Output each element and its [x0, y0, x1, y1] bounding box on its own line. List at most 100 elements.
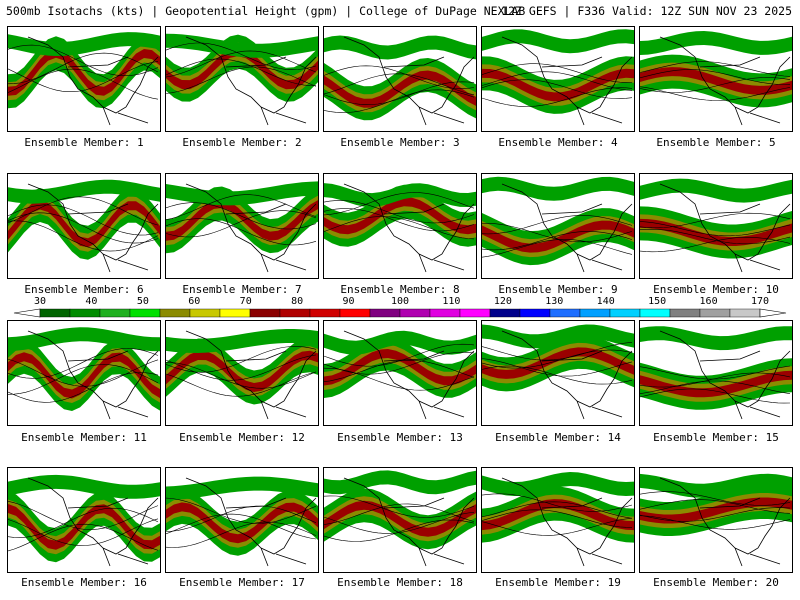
coastline-outline — [343, 477, 475, 567]
map-header: 500mb Isotachs (kts) | Geopotential Heig… — [6, 4, 796, 20]
height-contour — [324, 519, 475, 542]
height-contour — [166, 346, 317, 373]
ensemble-member-label: Ensemble Member: 5 — [656, 136, 776, 149]
ensemble-member-label: Ensemble Member: 12 — [179, 431, 305, 444]
ensemble-member-label: Ensemble Member: 3 — [340, 136, 460, 149]
coastline-outline — [659, 36, 791, 126]
ensemble-map-panel — [639, 320, 793, 426]
height-contour — [640, 499, 791, 514]
height-contour — [640, 86, 791, 101]
ensemble-member-label: Ensemble Member: 8 — [340, 283, 460, 296]
ensemble-member-label: Ensemble Member: 4 — [498, 136, 618, 149]
jet-band-north — [324, 470, 476, 495]
ensemble-member-label: Ensemble Member: 6 — [24, 283, 144, 296]
colorbar-swatch — [489, 308, 521, 318]
colorbar-tick-label: 60 — [188, 296, 201, 307]
jet-band-north — [640, 473, 792, 498]
height-contour — [482, 517, 633, 536]
jet-core-fast — [482, 68, 634, 102]
height-contour — [324, 65, 475, 89]
jet-core-fast — [8, 48, 160, 96]
ensemble-map-panel — [7, 320, 161, 426]
coastline-outline — [501, 183, 633, 273]
coastline-outline — [185, 183, 317, 273]
height-contour — [640, 212, 791, 229]
colorbar-swatch — [339, 308, 371, 318]
colorbar-tick-label: 170 — [750, 296, 770, 307]
colorbar-tick-label: 150 — [648, 296, 667, 307]
coastline-outline — [27, 36, 159, 126]
jet-band-north — [640, 31, 792, 55]
colorbar-swatch — [189, 308, 221, 318]
jet-band-north — [8, 327, 160, 352]
colorbar-left-arrow — [13, 308, 41, 318]
ensemble-map-panel — [323, 26, 477, 132]
height-contour — [482, 215, 633, 235]
coastline-outline — [343, 36, 475, 126]
height-contour — [482, 365, 633, 385]
ensemble-member-label: Ensemble Member: 1 — [24, 136, 144, 149]
colorbar-swatch — [549, 308, 581, 318]
coastline-outline — [659, 330, 791, 420]
colorbar-swatch — [99, 308, 131, 318]
height-contour — [324, 81, 475, 105]
height-contour — [166, 218, 317, 246]
height-contour — [640, 61, 791, 77]
coastline-outline — [501, 36, 633, 126]
colorbar-tick-label: 120 — [493, 296, 512, 307]
height-contour — [8, 44, 159, 76]
height-contour — [8, 196, 159, 226]
height-contour — [8, 204, 159, 236]
height-contour — [324, 351, 475, 375]
jet-band-north — [482, 472, 634, 496]
height-contour — [8, 507, 159, 538]
jet-core-fast — [324, 500, 476, 537]
ensemble-map-panel — [323, 173, 477, 279]
colorbar-swatch — [609, 308, 641, 318]
height-contour — [324, 89, 475, 113]
colorbar-swatch — [639, 308, 671, 318]
coastline-outline — [27, 183, 159, 273]
coastline-outline — [185, 36, 317, 126]
jet-core-fast — [324, 349, 476, 386]
colorbar-tick-label: 110 — [442, 296, 461, 307]
height-contour — [166, 497, 317, 524]
jet-band-north — [166, 181, 318, 206]
ensemble-map-panel — [165, 173, 319, 279]
jet-core-fast — [640, 497, 792, 524]
colorbar-tick-label: 30 — [33, 296, 47, 307]
colorbar-tick-label: 70 — [239, 296, 252, 307]
jet-band-north — [8, 474, 160, 499]
colorbar-swatch — [129, 308, 161, 318]
colorbar-tick-label: 90 — [342, 296, 355, 307]
header-run-info: 12Z GEFS | F336 Valid: 12Z SUN NOV 23 20… — [501, 4, 792, 18]
colorbar-swatch — [279, 308, 311, 318]
height-contour — [640, 388, 791, 404]
jet-core-fast — [166, 47, 318, 90]
ensemble-map-panel — [165, 467, 319, 573]
height-contour — [8, 212, 159, 244]
height-contour — [166, 66, 317, 94]
height-contour — [482, 342, 633, 361]
ensemble-map-panel — [481, 26, 635, 132]
height-contour — [324, 367, 475, 391]
height-contour — [482, 349, 633, 369]
colorbar-labels: 30 40 50 60 70 80 90 100 110 120 130 140 150 160 170 — [0, 296, 800, 308]
height-contour — [640, 221, 791, 237]
height-contour — [640, 491, 791, 506]
height-contour — [166, 210, 317, 238]
height-contour — [8, 523, 159, 552]
jet-core-fast — [640, 67, 792, 95]
colorbar-tick-label: 40 — [85, 296, 98, 307]
coastline-outline — [27, 330, 159, 420]
height-contour — [482, 231, 633, 251]
height-contour — [640, 507, 791, 522]
colorbar-swatch — [669, 308, 701, 318]
ensemble-member-label: Ensemble Member: 19 — [495, 576, 621, 589]
jet-core-fast — [324, 70, 476, 108]
isotach-colorbar — [13, 308, 787, 318]
ensemble-member-label: Ensemble Member: 15 — [653, 431, 779, 444]
jet-band-north — [640, 326, 792, 351]
jet-band-north — [482, 324, 634, 349]
colorbar-swatch — [729, 308, 761, 318]
